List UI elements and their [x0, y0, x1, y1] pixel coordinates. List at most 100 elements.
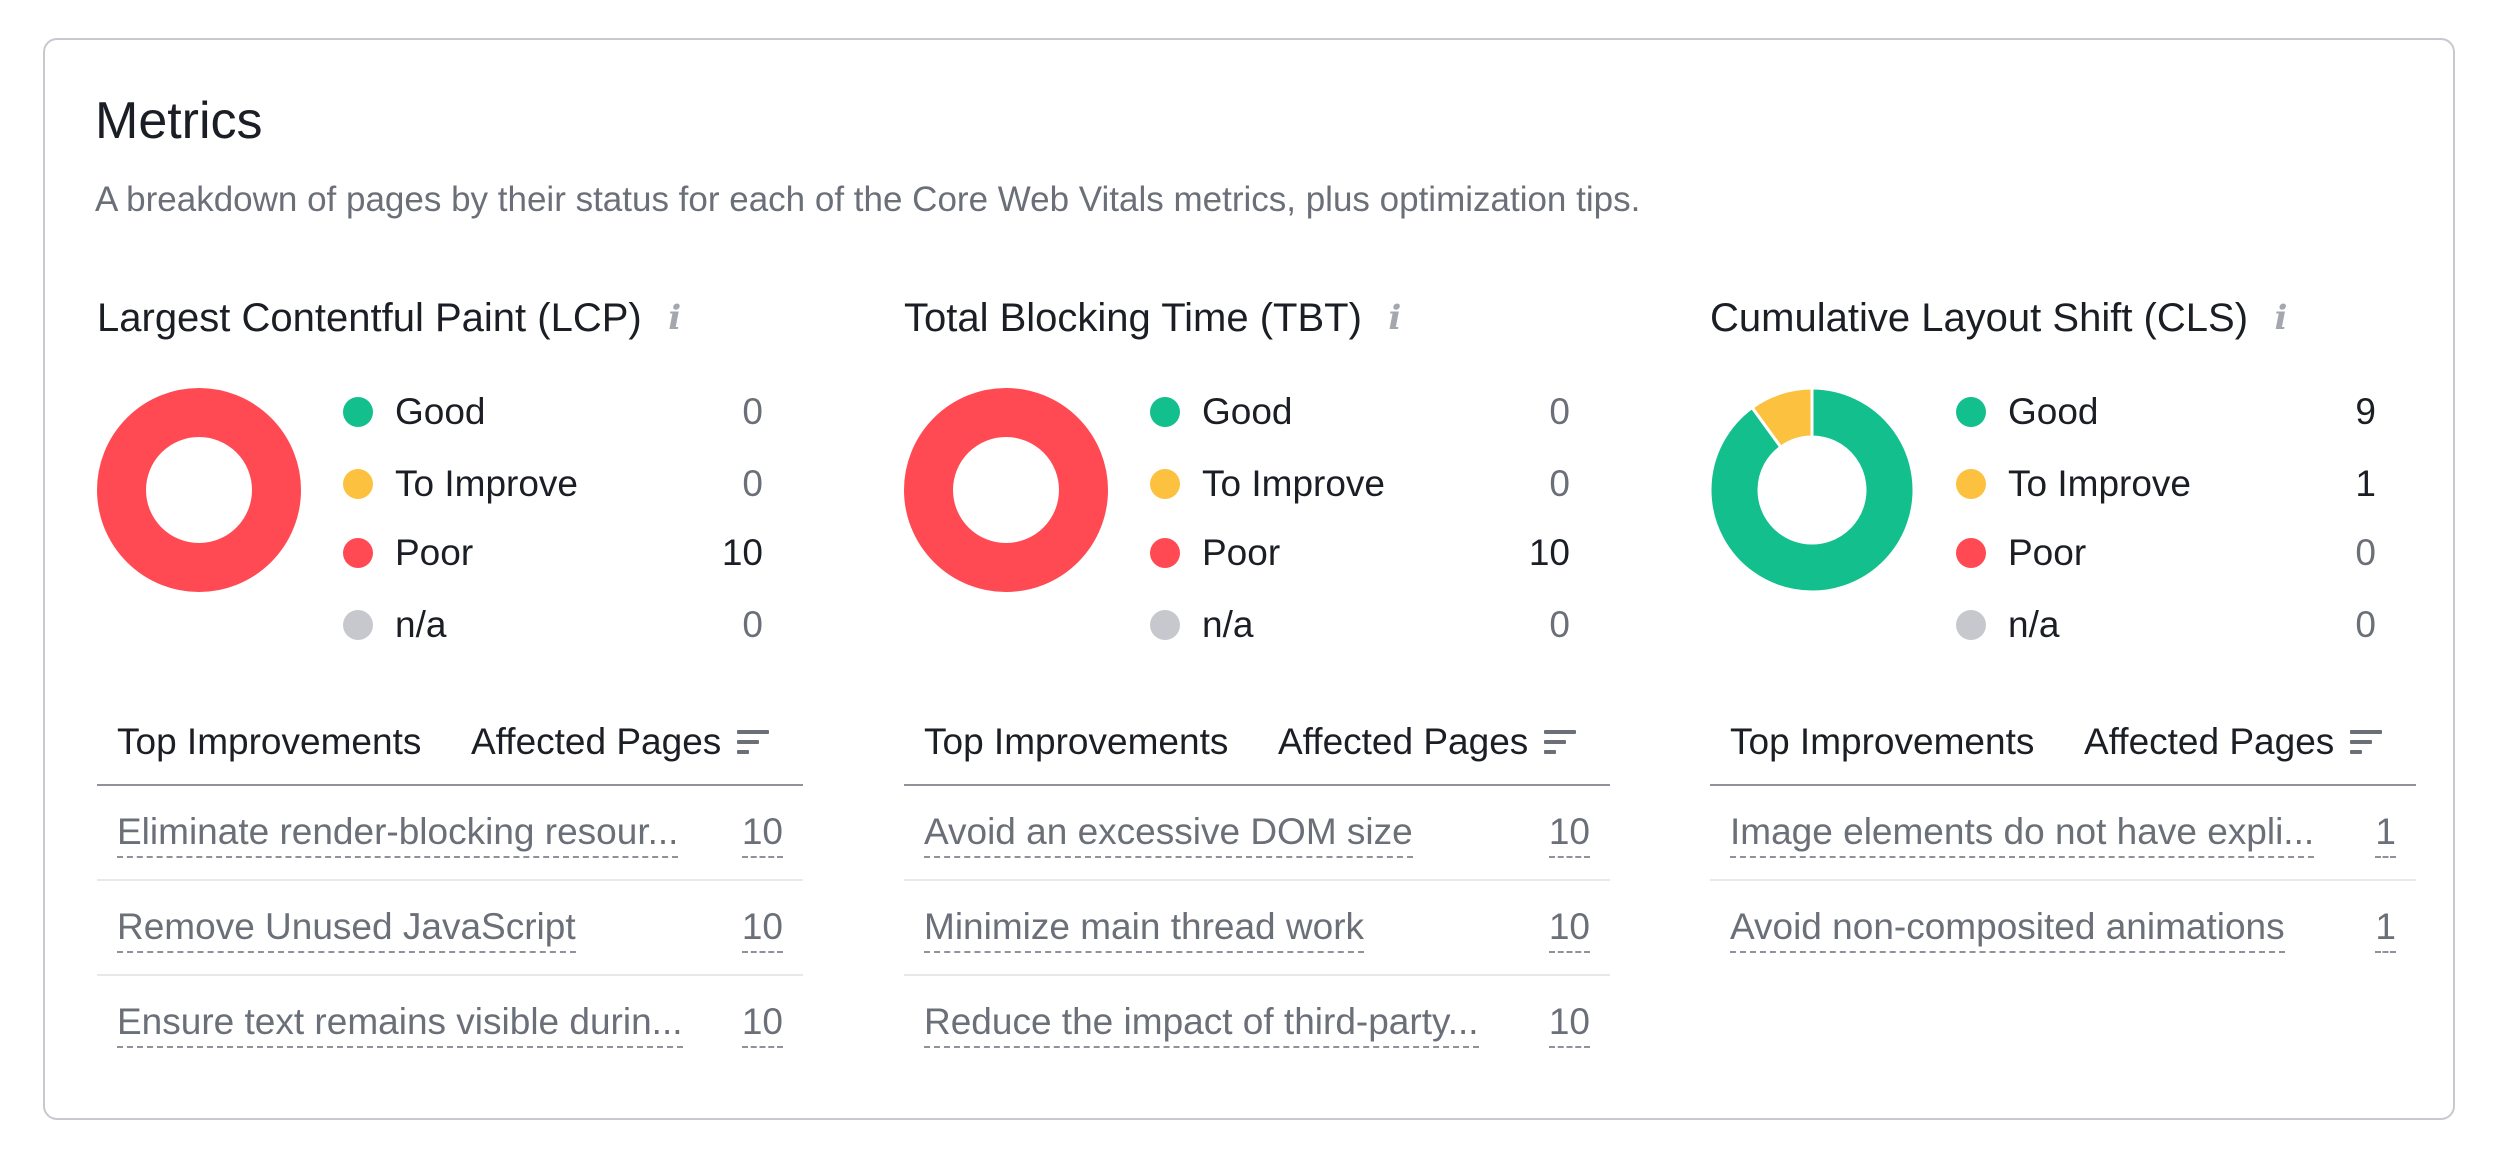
legend-label: Poor — [2008, 532, 2087, 573]
to-improve-dot-icon — [1956, 469, 1986, 499]
legend-value: 10 — [721, 532, 763, 573]
info-icon[interactable]: i — [1388, 298, 1402, 338]
legend-item-na: n/a 0 — [343, 597, 763, 653]
card-subtitle: A breakdown of pages by their status for… — [95, 180, 1641, 219]
column-header-improvements: Top Improvements — [1730, 721, 2035, 762]
table-row: Avoid non-composited animations 1 — [1710, 881, 2416, 976]
column-header-affected-pages[interactable]: Affected Pages — [1278, 720, 1577, 764]
affected-pages-link[interactable]: 10 — [741, 1000, 783, 1048]
card-title: Metrics — [95, 92, 263, 150]
to-improve-dot-icon — [343, 469, 373, 499]
affected-pages-link[interactable]: 10 — [741, 810, 783, 858]
donut-segment-to-improve — [1749, 388, 1814, 450]
legend-value: 9 — [2355, 391, 2376, 432]
legend-value: 0 — [742, 391, 763, 432]
affected-pages-link[interactable]: 10 — [1548, 1000, 1590, 1048]
info-icon[interactable]: i — [2274, 298, 2288, 338]
info-icon[interactable]: i — [668, 298, 682, 338]
legend-value: 0 — [742, 463, 763, 504]
metric-column-tbt: Total Blocking Time (TBT) i Good 0 To Im… — [904, 290, 1610, 1090]
table-row: Minimize main thread work 10 — [904, 881, 1610, 976]
legend-value: 0 — [742, 604, 763, 645]
legend-item-good: Good 0 — [1150, 384, 1570, 440]
poor-dot-icon — [1956, 538, 1986, 568]
legend-item-good: Good 9 — [1956, 384, 2376, 440]
legend-value: 0 — [1549, 463, 1570, 504]
improvement-link[interactable]: Minimize main thread work — [924, 905, 1365, 953]
column-header-improvements: Top Improvements — [117, 721, 422, 762]
sort-icon[interactable] — [737, 728, 770, 756]
table-row: Remove Unused JavaScript 10 — [97, 881, 803, 976]
legend-label: n/a — [1202, 604, 1254, 645]
table-header: Top Improvements Affected Pages — [1710, 708, 2416, 786]
affected-pages-link[interactable]: 1 — [2375, 810, 2396, 858]
donut-segment-good — [1710, 388, 1914, 592]
affected-pages-link[interactable]: 10 — [741, 905, 783, 953]
donut-segment-poor — [97, 388, 301, 592]
improvement-link[interactable]: Avoid an excessive DOM size — [924, 810, 1413, 858]
metrics-card — [43, 38, 2455, 1120]
na-dot-icon — [1150, 610, 1180, 640]
legend-item-poor: Poor 10 — [1150, 525, 1570, 581]
metric-column-lcp: Largest Contentful Paint (LCP) i Good 0 … — [97, 290, 803, 1090]
legend-label: Poor — [395, 532, 474, 573]
legend-value: 10 — [1528, 532, 1570, 573]
improvement-link[interactable]: Avoid non-composited animations — [1730, 905, 2285, 953]
legend-label: Good — [395, 391, 486, 432]
legend-value: 0 — [2355, 604, 2376, 645]
legend-value: 0 — [1549, 391, 1570, 432]
status-donut-chart — [97, 388, 301, 592]
table-row: Reduce the impact of third-party... 10 — [904, 976, 1610, 1071]
legend-label: Good — [1202, 391, 1293, 432]
legend-item-poor: Poor 0 — [1956, 525, 2376, 581]
legend-item-to-improve: To Improve 1 — [1956, 456, 2376, 512]
table-header: Top Improvements Affected Pages — [97, 708, 803, 786]
table-row: Ensure text remains visible durin... 10 — [97, 976, 803, 1071]
status-donut-chart — [1710, 388, 1914, 592]
legend-label: To Improve — [395, 463, 579, 504]
improvement-link[interactable]: Ensure text remains visible durin... — [117, 1000, 683, 1048]
legend-label: Good — [2008, 391, 2099, 432]
legend-value: 0 — [1549, 604, 1570, 645]
metric-title-text: Cumulative Layout Shift (CLS) — [1710, 296, 2249, 340]
metric-column-cls: Cumulative Layout Shift (CLS) i Good 9 T… — [1710, 290, 2416, 1090]
legend-value: 1 — [2355, 463, 2376, 504]
affected-pages-link[interactable]: 10 — [1548, 810, 1590, 858]
table-header: Top Improvements Affected Pages — [904, 708, 1610, 786]
metric-title: Total Blocking Time (TBT) i — [904, 290, 1406, 346]
metric-title: Largest Contentful Paint (LCP) i — [97, 290, 686, 346]
column-header-label: Affected Pages — [471, 721, 722, 762]
metric-title: Cumulative Layout Shift (CLS) i — [1710, 290, 2292, 346]
legend-item-to-improve: To Improve 0 — [343, 456, 763, 512]
legend-label: n/a — [395, 604, 447, 645]
legend-item-good: Good 0 — [343, 384, 763, 440]
improvement-link[interactable]: Image elements do not have expli... — [1730, 810, 2315, 858]
legend-item-na: n/a 0 — [1150, 597, 1570, 653]
na-dot-icon — [343, 610, 373, 640]
legend-item-to-improve: To Improve 0 — [1150, 456, 1570, 512]
metric-title-text: Total Blocking Time (TBT) — [904, 296, 1362, 340]
legend-label: n/a — [2008, 604, 2060, 645]
legend-item-na: n/a 0 — [1956, 597, 2376, 653]
na-dot-icon — [1956, 610, 1986, 640]
table-row: Eliminate render-blocking resour... 10 — [97, 786, 803, 881]
good-dot-icon — [343, 397, 373, 427]
legend-item-poor: Poor 10 — [343, 525, 763, 581]
column-header-affected-pages[interactable]: Affected Pages — [471, 720, 770, 764]
metric-title-text: Largest Contentful Paint (LCP) — [97, 296, 642, 340]
improvement-link[interactable]: Remove Unused JavaScript — [117, 905, 576, 953]
legend-label: To Improve — [1202, 463, 1386, 504]
column-header-label: Affected Pages — [2084, 721, 2335, 762]
affected-pages-link[interactable]: 10 — [1548, 905, 1590, 953]
sort-icon[interactable] — [1544, 728, 1577, 756]
improvement-link[interactable]: Eliminate render-blocking resour... — [117, 810, 679, 858]
improvement-link[interactable]: Reduce the impact of third-party... — [924, 1000, 1479, 1048]
affected-pages-link[interactable]: 1 — [2375, 905, 2396, 953]
status-donut-chart — [904, 388, 1108, 592]
sort-icon[interactable] — [2350, 728, 2383, 756]
table-row: Avoid an excessive DOM size 10 — [904, 786, 1610, 881]
column-header-affected-pages[interactable]: Affected Pages — [2084, 720, 2383, 764]
column-header-label: Affected Pages — [1278, 721, 1529, 762]
legend-label: Poor — [1202, 532, 1281, 573]
donut-segment-poor — [904, 388, 1108, 592]
